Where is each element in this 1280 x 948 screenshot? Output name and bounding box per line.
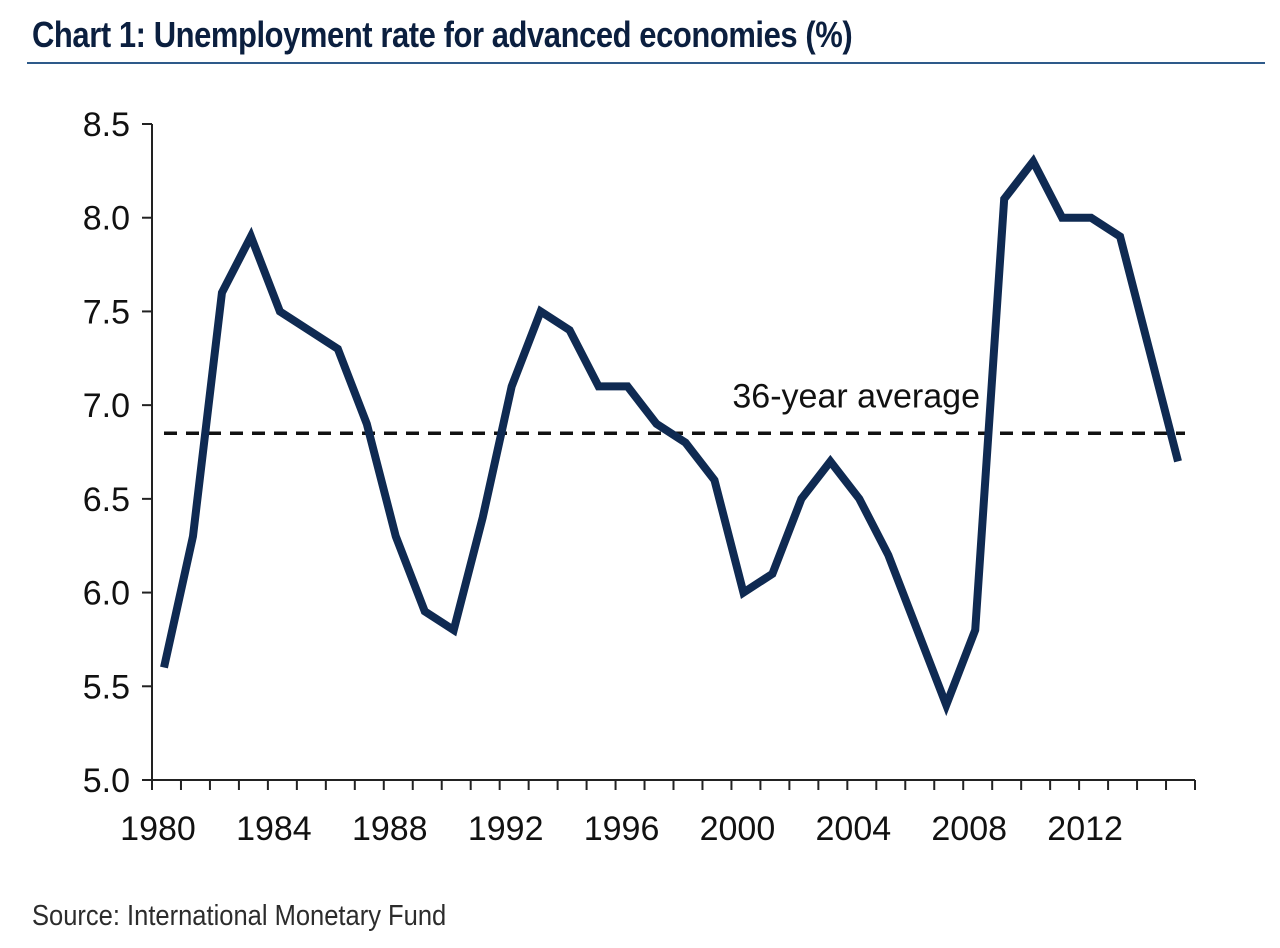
title-divider bbox=[27, 62, 1265, 64]
x-tick-label: 2008 bbox=[931, 810, 1007, 848]
chart-axes bbox=[151, 124, 1195, 781]
y-tick-label: 6.0 bbox=[83, 575, 130, 613]
x-tick-label: 1984 bbox=[236, 810, 312, 848]
y-tick-label: 7.5 bbox=[83, 293, 130, 331]
x-tick-label: 1988 bbox=[352, 810, 428, 848]
x-tick-label: 2000 bbox=[700, 810, 776, 848]
average-reference: 36-year average bbox=[164, 377, 1185, 436]
chart-title: Chart 1: Unemployment rate for advanced … bbox=[32, 14, 853, 55]
x-tick-label: 1992 bbox=[468, 810, 544, 848]
source-note: Source: International Monetary Fund bbox=[32, 900, 447, 932]
y-tick-label: 8.0 bbox=[83, 200, 130, 238]
y-tick-label: 6.5 bbox=[83, 481, 130, 519]
average-label: 36-year average bbox=[732, 377, 980, 415]
y-tick-label: 8.5 bbox=[83, 106, 130, 144]
unemployment-line-chart: 5.0 5.5 6.0 6.5 7.0 7.5 8.0 8.5 1980 1984 1988 199… bbox=[83, 106, 1196, 848]
y-tick-label: 5.5 bbox=[83, 668, 130, 706]
x-axis-ticks: 1980 1984 1988 1992 1996 2000 2004 2008 2012 bbox=[120, 780, 1196, 848]
series-line-unemployment bbox=[160, 154, 1182, 717]
x-tick-label: 1980 bbox=[120, 810, 196, 848]
x-tick-label: 1996 bbox=[584, 810, 660, 848]
series-group bbox=[160, 154, 1182, 717]
y-axis-ticks: 5.0 5.5 6.0 6.5 7.0 7.5 8.0 8.5 bbox=[83, 106, 152, 800]
x-tick-label: 2004 bbox=[816, 810, 892, 848]
y-tick-label: 5.0 bbox=[83, 762, 130, 800]
y-tick-label: 7.0 bbox=[83, 387, 130, 425]
x-tick-label: 2012 bbox=[1047, 810, 1123, 848]
